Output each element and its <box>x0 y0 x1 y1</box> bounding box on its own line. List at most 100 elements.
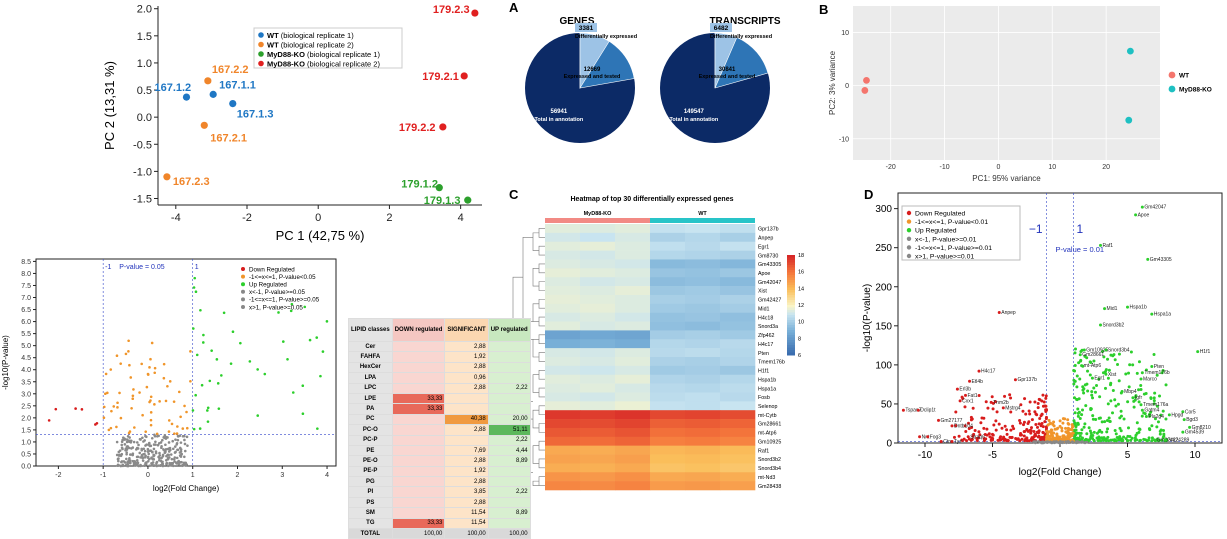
pca-point <box>460 72 468 80</box>
colorbar-segment <box>787 340 795 343</box>
labeled-point <box>966 435 970 439</box>
volcano-point <box>1078 377 1082 381</box>
x-tick-label: 0 <box>996 164 1000 171</box>
volcano-point <box>127 431 131 435</box>
heatmap-row-label: Gm42047 <box>758 280 781 286</box>
volcano-point <box>1113 398 1117 402</box>
pca-point-label: 167.1.1 <box>219 79 256 91</box>
heatmap-row-label: mt-Nd3 <box>758 475 775 481</box>
colorbar-segment <box>787 335 795 338</box>
table-cell: 2,88 <box>444 340 489 353</box>
heatmap-cell <box>615 321 651 331</box>
volcano-point <box>1009 410 1013 414</box>
volcano-point <box>117 459 120 463</box>
volcano-point <box>1148 428 1152 432</box>
heatmap-row-label: H4c17 <box>758 342 773 348</box>
volcano-point <box>146 372 150 376</box>
table-cell: 2,88 <box>444 361 489 374</box>
heatmap-cell <box>545 286 581 296</box>
volcano-point <box>127 350 130 353</box>
volcano-point <box>1098 428 1102 432</box>
volcano-point <box>1156 439 1160 443</box>
heatmap-cell <box>580 454 616 464</box>
pca-point <box>182 93 191 101</box>
table-row: LPE 33,33 <box>348 392 531 405</box>
volcano-point <box>1108 383 1112 387</box>
table-cell: 2,88 <box>444 424 489 436</box>
table-cell: 1,92 <box>444 465 489 478</box>
volcano-point <box>160 446 163 450</box>
pie-slice-label: Total in annotation <box>534 117 583 123</box>
y-tick-label: 250 <box>875 243 892 254</box>
volcano-point <box>1076 407 1080 411</box>
heatmap-row-label: Selenop <box>758 404 777 410</box>
labeled-point <box>1099 243 1102 247</box>
volcano-point <box>131 394 135 398</box>
volcano-point <box>206 420 210 423</box>
labeled-point <box>1146 257 1150 261</box>
table-row: PS 2,88 <box>348 496 531 509</box>
volcano-point <box>954 424 958 428</box>
volcano-point <box>1066 440 1070 443</box>
volcano-point <box>107 428 111 432</box>
volcano-point <box>1119 429 1123 433</box>
volcano-point <box>319 374 322 378</box>
volcano-point <box>192 286 196 289</box>
labeled-point <box>1013 378 1017 382</box>
labeled-point <box>939 439 943 443</box>
volcano-point <box>1046 434 1050 438</box>
volcano-point <box>1088 373 1092 377</box>
volcano-point <box>991 437 995 441</box>
table-cell <box>487 340 531 353</box>
volcano-point <box>1022 420 1026 424</box>
y-tick-label: 4.0 <box>21 367 31 374</box>
heatmap-cell <box>580 410 616 420</box>
volcano-point <box>1061 436 1065 440</box>
gene-label: Gatm4 <box>1144 408 1159 414</box>
heatmap-cell <box>650 454 686 464</box>
volcano-point <box>1140 414 1144 418</box>
volcano-point <box>954 410 958 414</box>
volcano-point <box>1107 416 1111 420</box>
heatmap-cell <box>720 436 756 446</box>
table-cell <box>487 476 531 488</box>
volcano-point <box>1103 386 1107 390</box>
table-cell: 1,92 <box>444 351 489 363</box>
volcano-point <box>1081 440 1084 444</box>
table-cell: HexCer <box>348 361 393 374</box>
heatmap-cell <box>685 481 721 491</box>
table-cell: 33,33 <box>391 517 446 530</box>
volcano-point <box>135 448 138 451</box>
heatmap-cell <box>615 436 651 446</box>
volcano-point <box>106 391 109 395</box>
volcano-point <box>1045 429 1049 433</box>
table-cell <box>487 351 531 363</box>
table-cell <box>391 382 446 394</box>
volcano-point <box>186 444 189 447</box>
volcano-point <box>206 406 210 410</box>
volcano-point <box>189 379 192 383</box>
legend-marker <box>258 41 264 48</box>
volcano-point <box>117 450 121 454</box>
heatmap-row-label: Gm43305 <box>758 262 781 268</box>
volcano-point <box>1121 438 1125 442</box>
volcano-point <box>102 416 106 420</box>
legend-entry: Up Regulated <box>915 228 957 235</box>
volcano-point <box>1150 436 1154 440</box>
gene-label: Tnm2b <box>993 400 1009 406</box>
heatmap-cell <box>615 419 651 429</box>
volcano-point <box>194 290 198 294</box>
heatmap-row-label: Snord3a <box>758 324 778 330</box>
volcano-point <box>1113 358 1117 362</box>
volcano-point <box>1060 426 1064 430</box>
colorbar-segment <box>787 292 795 296</box>
volcano-point <box>1022 423 1026 427</box>
heatmap-cell <box>615 224 651 234</box>
volcano-point <box>1099 439 1103 443</box>
colorbar-segment <box>787 317 795 321</box>
table-cell <box>487 372 531 384</box>
heatmap-cell <box>685 232 721 243</box>
heatmap-cell <box>545 232 581 243</box>
labeled-point <box>950 439 954 443</box>
volcano-point <box>1139 383 1143 387</box>
